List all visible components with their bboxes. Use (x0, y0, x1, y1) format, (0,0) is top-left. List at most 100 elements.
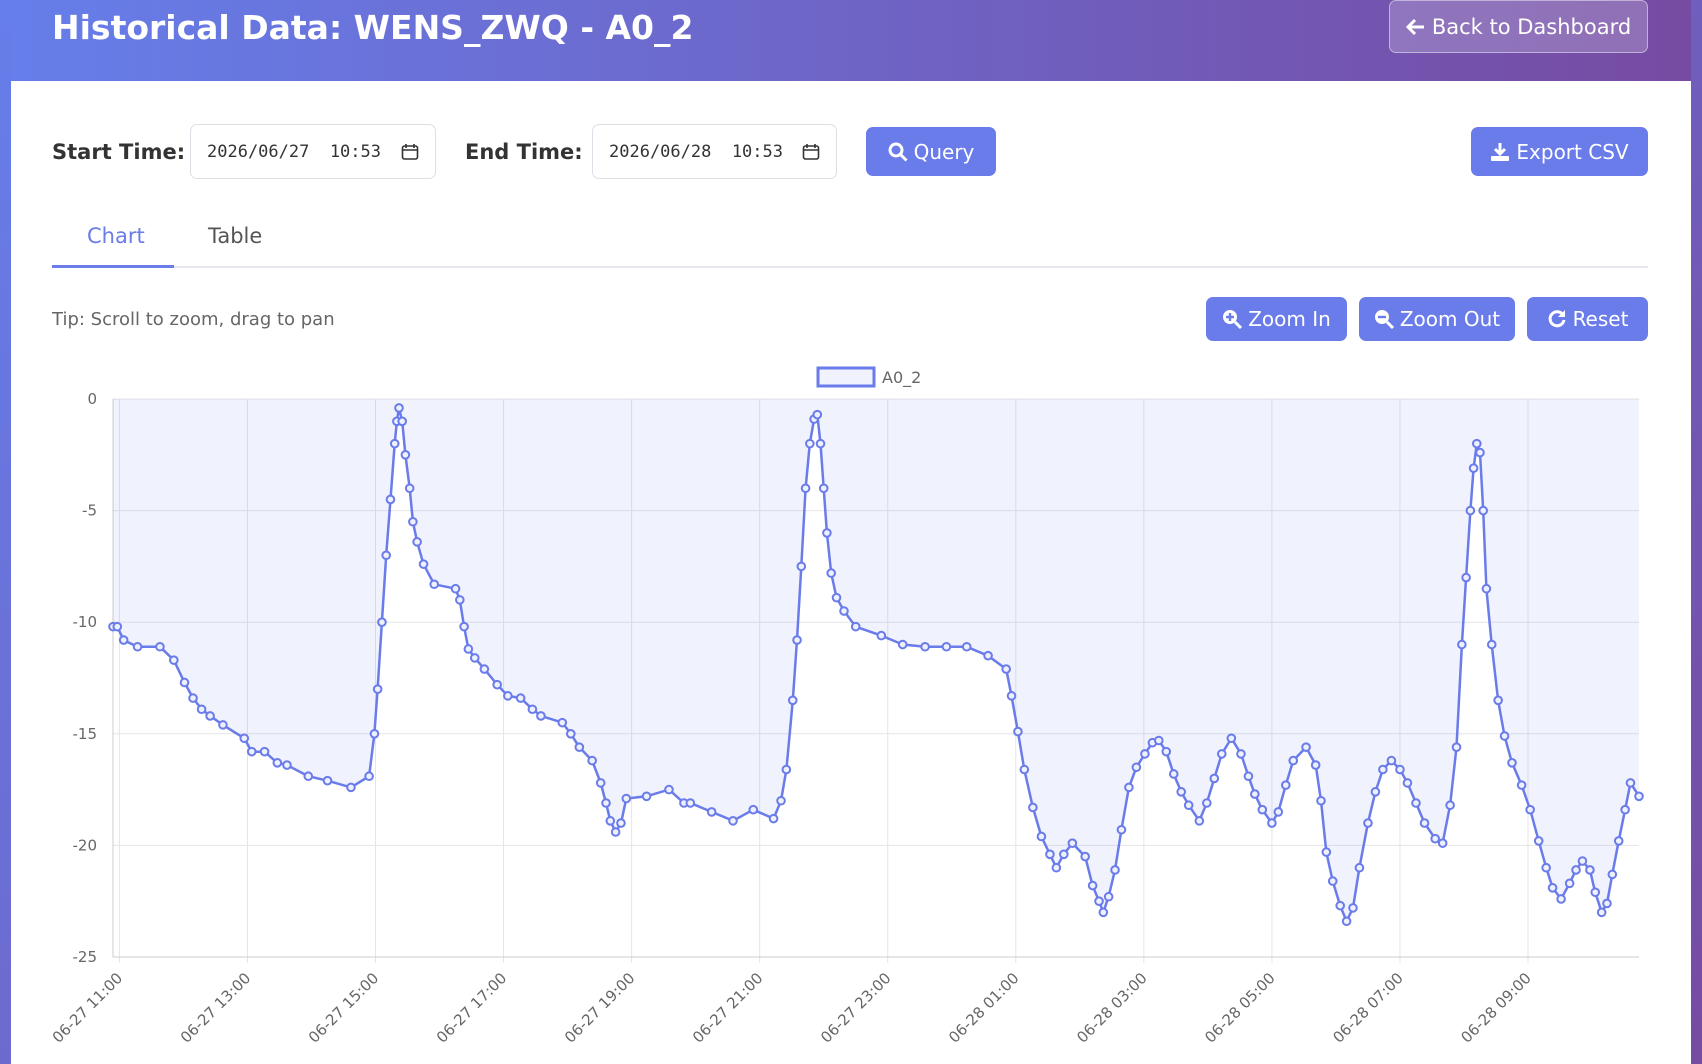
x-tick-label: 06-27 19:00 (561, 969, 638, 1046)
zoom-in-button[interactable]: Zoom In (1206, 297, 1347, 341)
data-point (1103, 891, 1114, 902)
data-point (728, 816, 738, 826)
data-point (1059, 849, 1069, 860)
data-point (815, 438, 826, 449)
tip: Tip: Scroll to zoom, drag to pan (52, 309, 335, 330)
x-tick-label: 06-28 01:00 (945, 969, 1022, 1046)
data-point (1481, 583, 1492, 594)
data-point (205, 711, 215, 721)
data-point (1098, 907, 1109, 918)
data-point (459, 621, 469, 632)
data-point (364, 771, 374, 782)
data-point (1267, 818, 1277, 828)
data-point (587, 755, 597, 766)
data-point (1348, 903, 1358, 913)
data-point (479, 664, 490, 674)
data-point (1585, 865, 1595, 875)
start-input[interactable]: 2026/06/27 10:53 (190, 124, 436, 179)
data-point (408, 516, 418, 527)
data-point (1386, 755, 1397, 766)
data-point (1354, 862, 1365, 873)
data-point (455, 595, 465, 605)
x-tick-label: 06-28 03:00 (1073, 969, 1150, 1046)
data-point (812, 409, 823, 420)
data-point (1533, 836, 1544, 846)
data-point (1301, 742, 1311, 752)
reset-icon (1548, 310, 1566, 328)
data-point (1006, 691, 1017, 701)
data-point (1216, 749, 1227, 759)
data-point (1516, 780, 1527, 790)
zoom-out-icon (1374, 310, 1394, 329)
data-point (503, 691, 513, 701)
zoom-out-button[interactable]: Zoom Out (1359, 297, 1515, 341)
data-point (515, 693, 526, 703)
data-point (218, 720, 228, 730)
data-point (412, 537, 422, 547)
data-point (574, 742, 585, 752)
data-point (1168, 769, 1179, 779)
data-point (1419, 818, 1430, 828)
data-point (1280, 780, 1291, 790)
x-tick-label: 06-27 21:00 (689, 969, 766, 1046)
data-point (179, 677, 190, 688)
data-point (1493, 695, 1503, 706)
data-point (1378, 764, 1388, 775)
data-point (1161, 746, 1172, 757)
data-point (566, 729, 576, 739)
data-point (1116, 824, 1127, 835)
x-tick-label: 06-28 09:00 (1457, 969, 1534, 1046)
back-button[interactable]: Back to Dashboard (1389, 0, 1648, 53)
data-point (1613, 836, 1624, 846)
data-point (1131, 762, 1142, 773)
data-point (1634, 791, 1644, 802)
data-point (1226, 733, 1237, 744)
data-point (781, 764, 792, 775)
export-button[interactable]: Export CSV (1471, 127, 1648, 176)
data-point (1028, 802, 1038, 813)
data-point (188, 693, 198, 703)
tab-chart[interactable]: Chart (87, 224, 145, 248)
data-point (1430, 833, 1440, 844)
data-point (822, 528, 832, 538)
data-point (1176, 787, 1186, 797)
data-point (805, 438, 815, 449)
data-point (876, 630, 887, 641)
data-point (1067, 838, 1078, 848)
y-tick-label: -25 (73, 948, 98, 966)
data-point (1471, 438, 1482, 449)
data-point (818, 483, 829, 494)
reset-button[interactable]: Reset (1527, 297, 1648, 341)
data-point (1001, 664, 1011, 674)
tab-table[interactable]: Table (208, 224, 263, 248)
data-point (196, 704, 207, 715)
query-button[interactable]: Query (866, 127, 996, 176)
data-point (1316, 795, 1326, 806)
arrow-icon (1405, 18, 1424, 35)
data-point (1437, 838, 1448, 848)
data-point (155, 641, 165, 652)
query-label: Query (913, 139, 975, 164)
data-point (1445, 800, 1455, 811)
data-point (527, 704, 538, 715)
data-point (1327, 876, 1338, 886)
data-point (685, 798, 696, 808)
end-input[interactable]: 2026/06/28 10:53 (592, 124, 837, 179)
data-point (303, 771, 314, 782)
data-point (404, 483, 415, 494)
data-point (1602, 898, 1612, 909)
y-tick-label: -10 (73, 613, 98, 631)
data-point (112, 621, 123, 632)
data-point (1080, 851, 1090, 862)
data-point (1194, 816, 1205, 826)
start-label: Start Time: (52, 140, 186, 164)
x-tick-label: 06-27 11:00 (49, 969, 126, 1046)
data-point (1457, 639, 1467, 650)
data-point (800, 483, 811, 494)
data-point (1209, 773, 1220, 784)
data-point (1475, 447, 1485, 458)
data-point (418, 559, 429, 569)
data-point (1153, 735, 1164, 746)
